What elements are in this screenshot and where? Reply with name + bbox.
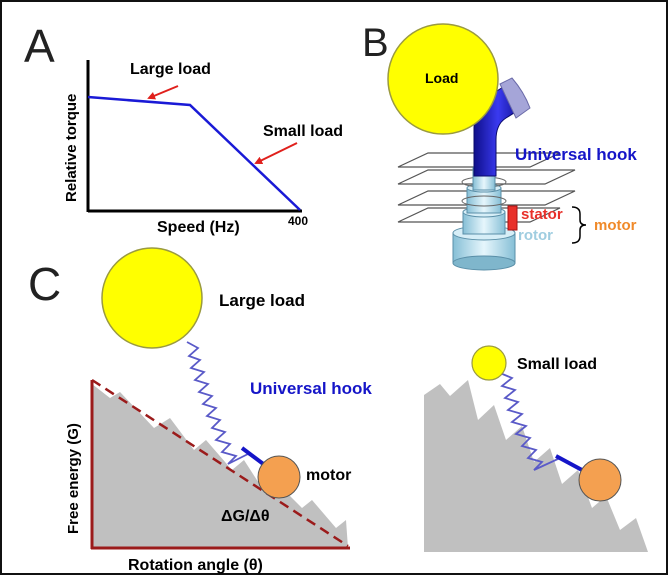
panel-a-small-load-label: Small load xyxy=(263,123,343,140)
panel-b-rotor-label: rotor xyxy=(518,227,553,244)
small-load-ball xyxy=(471,345,507,381)
panel-a-large-load-arrow xyxy=(147,85,179,100)
panel-c-motor-label: motor xyxy=(306,467,351,484)
stator-block xyxy=(507,205,518,231)
motor-brace xyxy=(571,206,587,244)
panel-c-ylabel: Free energy (G) xyxy=(65,423,82,534)
panel-c: C Free energy (G) Rotation angle (θ) ΔG/… xyxy=(28,247,648,574)
panel-a-large-load-label: Large load xyxy=(130,61,211,78)
hook-rod-small xyxy=(555,454,583,472)
panel-c-hook-label: Universal hook xyxy=(250,379,372,398)
hook-tip xyxy=(499,77,531,119)
energy-staircase-large xyxy=(92,384,348,548)
motor-ball-right xyxy=(578,458,622,502)
large-load-ball xyxy=(101,247,203,349)
panel-a: A Relative torque Speed (Hz) 400 Large l… xyxy=(24,20,343,236)
hook-spring-large xyxy=(186,341,267,467)
slope-label: ΔG/Δθ xyxy=(221,508,270,525)
panel-b: B Load Universal xyxy=(362,21,637,271)
panel-a-xlabel: Speed (Hz) xyxy=(157,219,240,236)
slope-line xyxy=(91,378,349,548)
panel-a-letter: A xyxy=(24,20,55,72)
panel-b-motor-label: motor xyxy=(594,217,637,234)
panel-b-letter: B xyxy=(362,21,389,65)
motor-ball-left xyxy=(257,455,301,499)
hook-rod-large xyxy=(240,446,268,468)
panel-c-large-load-label: Large load xyxy=(219,291,305,310)
panel-b-hook-label: Universal hook xyxy=(515,145,637,164)
panel-a-ylabel: Relative torque xyxy=(63,94,80,202)
panel-c-small-load-label: Small load xyxy=(517,356,597,373)
panel-b-stator-label: stator xyxy=(521,206,563,223)
panel-a-small-load-arrow xyxy=(254,142,298,164)
panel-c-xlabel: Rotation angle (θ) xyxy=(128,557,263,574)
panel-b-load-label: Load xyxy=(425,70,458,86)
hook-spring-small xyxy=(499,372,581,471)
torque-speed-curve xyxy=(87,95,301,211)
panel-b-load-ball xyxy=(387,23,499,135)
energy-staircase-small xyxy=(424,380,648,552)
panel-c-letter: C xyxy=(28,258,61,310)
panel-a-tick-400: 400 xyxy=(288,214,308,228)
